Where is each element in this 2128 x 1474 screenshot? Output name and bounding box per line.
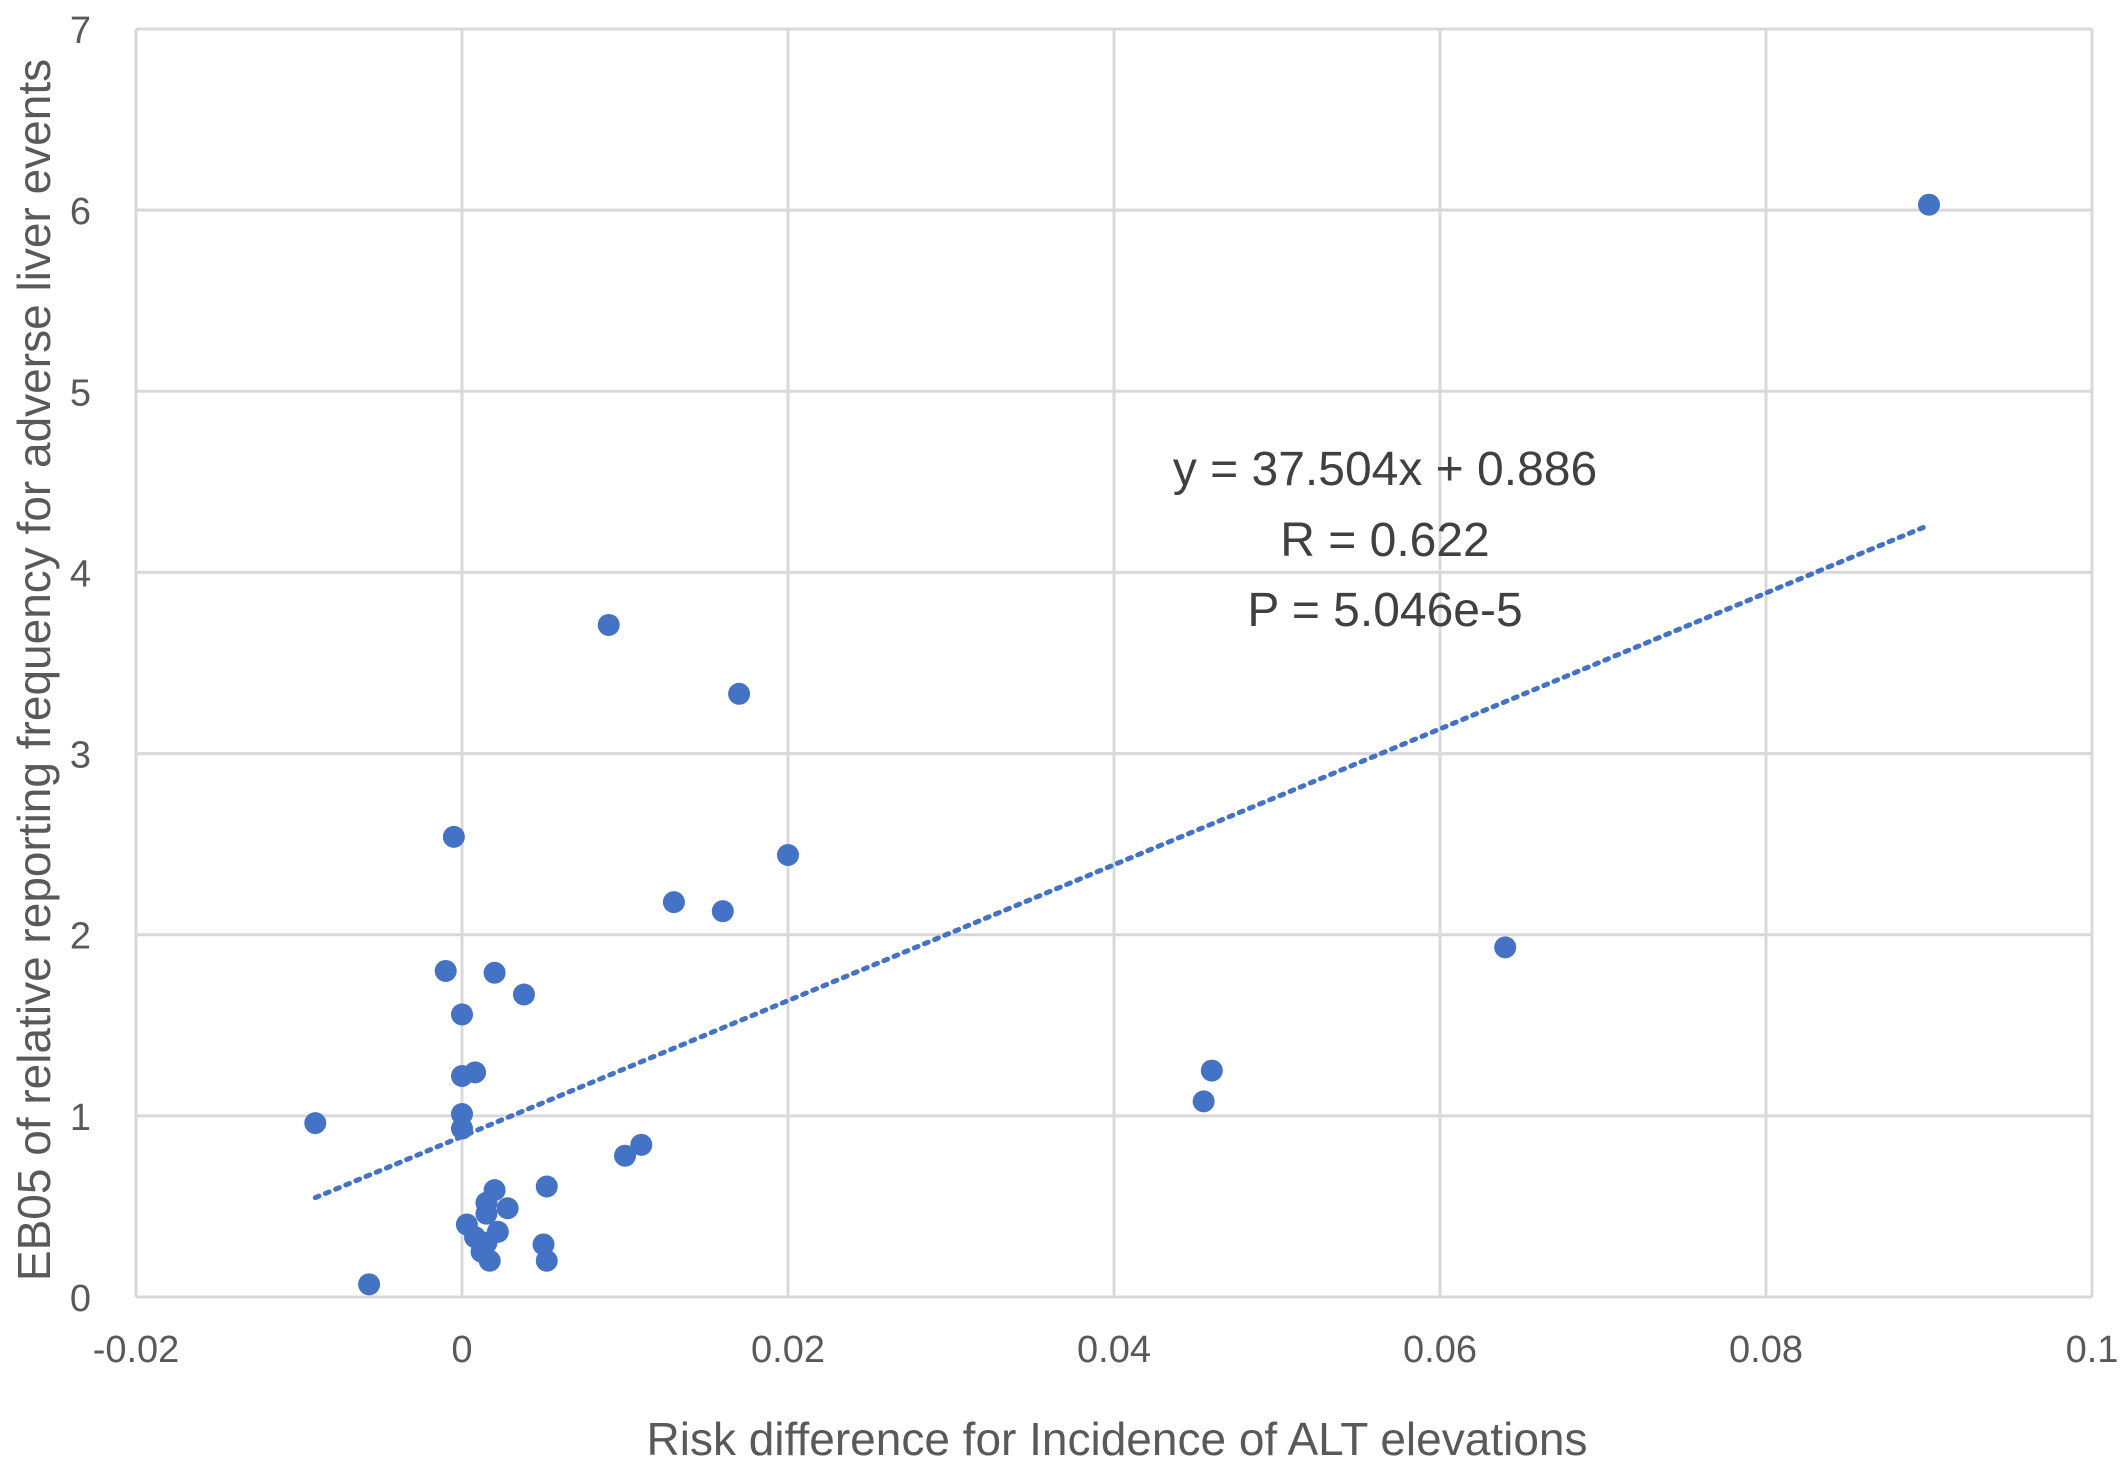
annotation-line: y = 37.504x + 0.886 xyxy=(1173,443,1597,496)
x-tick-label: -0.02 xyxy=(93,1329,180,1371)
data-point xyxy=(451,1065,473,1088)
regression-annotation: y = 37.504x + 0.886 R = 0.622 P = 5.046e-5 xyxy=(1173,443,1597,637)
y-tick-label: 3 xyxy=(70,735,91,777)
data-points xyxy=(304,193,1940,1296)
annotation-line: R = 0.622 xyxy=(1280,514,1489,567)
data-point xyxy=(304,1112,327,1135)
data-point xyxy=(630,1133,653,1156)
data-point xyxy=(483,961,506,984)
data-point xyxy=(728,682,751,705)
data-point xyxy=(512,983,535,1006)
data-point xyxy=(1918,193,1940,216)
data-point xyxy=(535,1249,558,1272)
data-point xyxy=(358,1273,381,1296)
x-tick-label: 0.06 xyxy=(1403,1329,1477,1371)
gridlines xyxy=(134,27,2094,1299)
y-tick-label: 2 xyxy=(70,916,91,958)
data-point xyxy=(711,900,734,923)
x-axis-title: Risk difference for Incidence of ALT ele… xyxy=(647,1413,1588,1465)
x-tick-label: 0.08 xyxy=(1729,1329,1803,1371)
data-point xyxy=(1200,1059,1223,1082)
data-point xyxy=(434,959,457,982)
trendline xyxy=(312,522,1932,1201)
y-tick-label: 5 xyxy=(70,372,91,414)
y-tick-label: 1 xyxy=(70,1097,91,1139)
data-point xyxy=(451,1003,473,1026)
data-point xyxy=(442,825,465,848)
x-tick-label: 0.1 xyxy=(2066,1329,2119,1371)
data-point xyxy=(1494,936,1517,959)
data-point xyxy=(451,1117,473,1140)
x-tick-label: 0 xyxy=(451,1329,472,1371)
x-tick-label: 0.04 xyxy=(1077,1329,1151,1371)
y-tick-label: 7 xyxy=(70,10,91,52)
y-tick-label: 6 xyxy=(70,191,91,233)
y-tick-label: 4 xyxy=(70,553,91,595)
data-point xyxy=(662,891,685,914)
data-point xyxy=(478,1249,501,1272)
data-point xyxy=(496,1197,519,1220)
data-point xyxy=(475,1202,498,1225)
annotation-line: P = 5.046e-5 xyxy=(1247,584,1522,637)
data-point xyxy=(1192,1090,1215,1113)
y-tick-label: 0 xyxy=(70,1278,91,1320)
x-tick-label: 0.02 xyxy=(751,1329,825,1371)
y-axis-title: EB05 of relative reporting frequency for… xyxy=(8,59,60,1281)
data-point xyxy=(597,613,620,636)
trendline-layer xyxy=(312,522,1932,1201)
data-point xyxy=(777,844,799,867)
data-point xyxy=(614,1144,636,1167)
data-point xyxy=(532,1233,555,1256)
data-point xyxy=(535,1175,558,1198)
